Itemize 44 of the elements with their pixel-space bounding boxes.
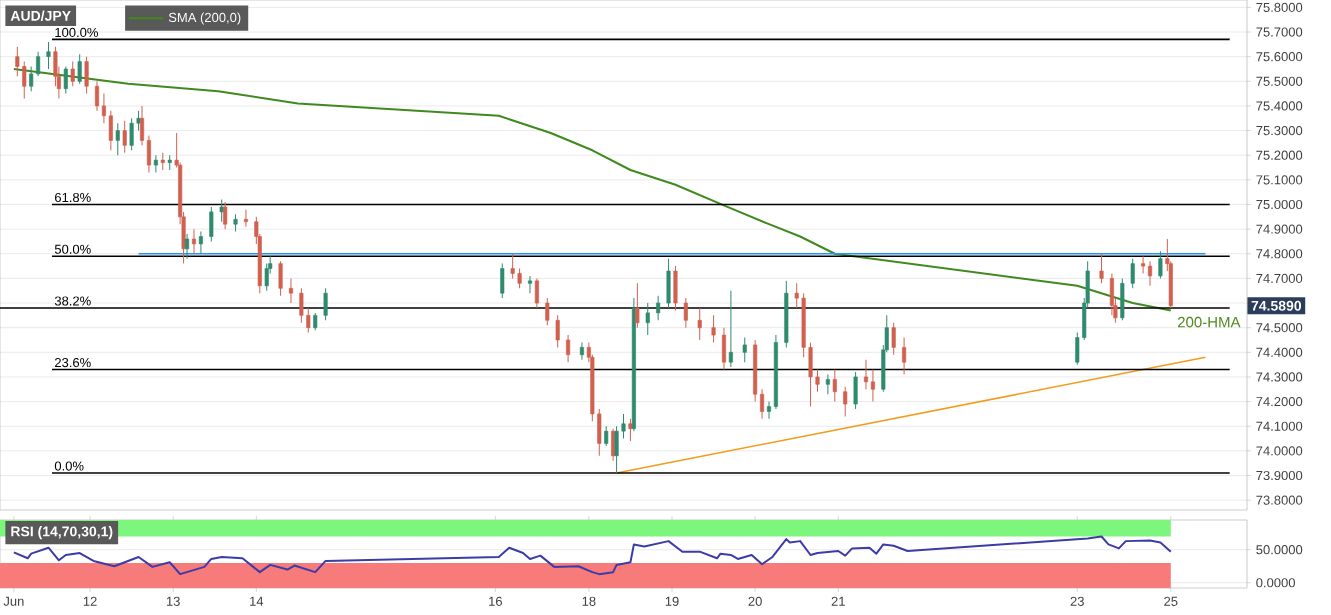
x-tick-label: 13 bbox=[166, 596, 180, 606]
annotation: 61.8% bbox=[55, 192, 91, 203]
x-tick-label: 20 bbox=[748, 596, 762, 606]
y-tick-label: 0.0000 bbox=[1256, 578, 1295, 588]
y-tick-label: 74.8000 bbox=[1256, 249, 1303, 259]
y-tick-label: 75.4000 bbox=[1256, 101, 1303, 111]
y-tick-label: 74.9000 bbox=[1256, 224, 1303, 234]
annotation: 50.0% bbox=[54, 244, 91, 254]
annotation: 0.0% bbox=[54, 461, 84, 471]
y-tick-label: 75.1000 bbox=[1256, 175, 1303, 185]
text: 74.5890 bbox=[1251, 300, 1302, 311]
y-tick-label: 73.8000 bbox=[1256, 495, 1303, 505]
y-tick-label: 75.6000 bbox=[1256, 52, 1303, 62]
x-tick-label: 12 bbox=[83, 596, 97, 606]
x-tick-label: Jun bbox=[3, 596, 24, 606]
y-tick-label: 75.3000 bbox=[1256, 125, 1303, 136]
annotation: 200-HMA bbox=[1177, 316, 1241, 328]
y-tick-label: 75.8000 bbox=[1256, 2, 1303, 12]
y-tick-label: 75.7000 bbox=[1256, 27, 1303, 37]
y-tick-label: 74.5000 bbox=[1256, 323, 1303, 333]
y-tick-label: 75.2000 bbox=[1256, 150, 1303, 160]
y-tick-label: 74.1000 bbox=[1256, 421, 1303, 431]
y-tick-label: 74.3000 bbox=[1256, 372, 1303, 382]
text: AUD/JPY bbox=[10, 10, 71, 21]
y-tick-label: 74.4000 bbox=[1256, 347, 1303, 357]
y-tick-label: 73.9000 bbox=[1256, 470, 1303, 481]
x-tick-label: 18 bbox=[582, 596, 596, 606]
x-tick-label: 16 bbox=[489, 596, 502, 606]
legend-label: SMA (200,0) bbox=[168, 12, 241, 25]
y-tick-label: 74.2000 bbox=[1256, 397, 1303, 407]
annotation: 100.0% bbox=[55, 27, 98, 38]
x-tick-label: 14 bbox=[250, 596, 264, 606]
y-tick-label: 50.0000 bbox=[1256, 545, 1303, 555]
annotation: 23.6% bbox=[55, 357, 91, 368]
y-tick-label: 74.0000 bbox=[1256, 446, 1303, 456]
x-tick-label: 25 bbox=[1164, 596, 1178, 606]
x-tick-label: 21 bbox=[831, 596, 845, 606]
chart-title: RSI (14,70,30,1) bbox=[11, 526, 113, 540]
annotation: 38.2% bbox=[54, 296, 91, 306]
y-tick-label: 75.0000 bbox=[1256, 199, 1303, 210]
x-tick-label: 19 bbox=[665, 596, 679, 606]
x-tick-label: 23 bbox=[1070, 596, 1084, 606]
y-tick-label: 75.5000 bbox=[1256, 76, 1303, 86]
y-tick-label: 74.7000 bbox=[1256, 273, 1303, 283]
